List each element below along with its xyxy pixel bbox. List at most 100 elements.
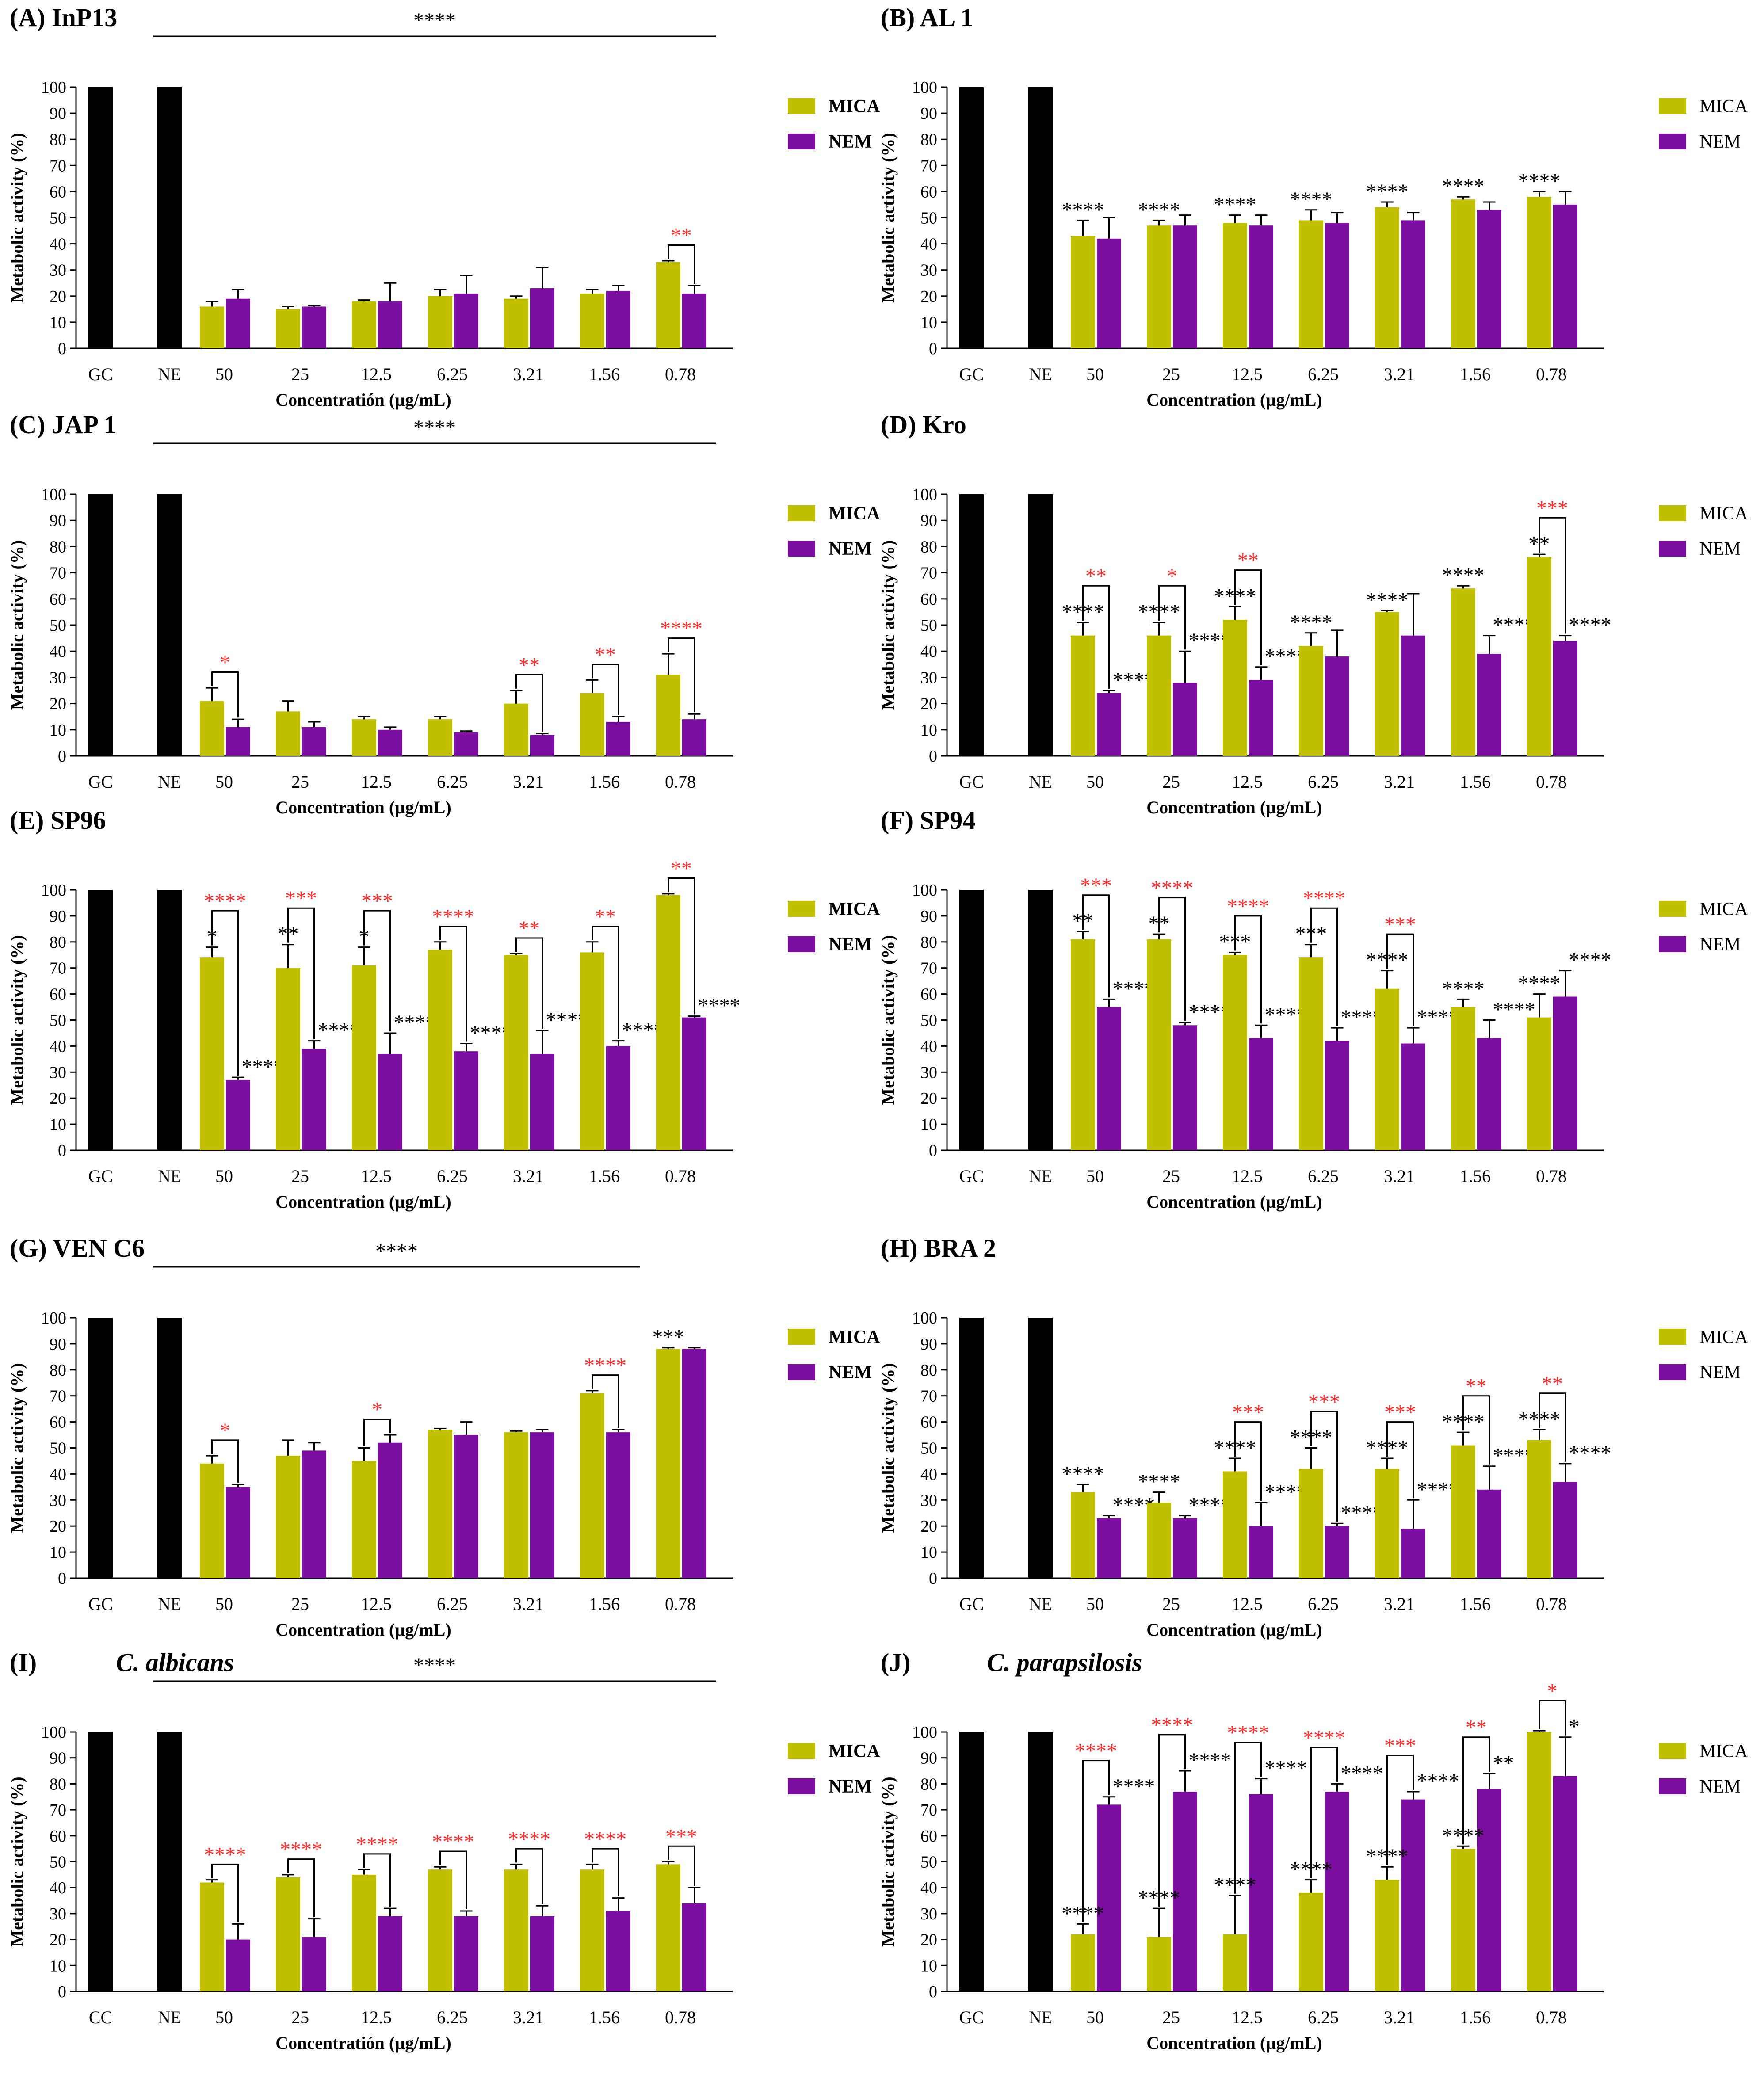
mica-bar bbox=[580, 693, 604, 756]
nem-bar bbox=[1553, 1776, 1577, 1991]
panel-title: (E) SP96 bbox=[10, 806, 106, 835]
pair-bracket bbox=[363, 1419, 391, 1446]
x-category-label: 50 bbox=[1086, 364, 1104, 384]
x-category-label: 25 bbox=[1162, 772, 1180, 792]
y-tick-label: 30 bbox=[920, 1905, 937, 1923]
control-bar bbox=[88, 494, 113, 756]
x-category-label: GC bbox=[88, 364, 113, 384]
pair-significance: **** bbox=[1303, 1726, 1345, 1750]
mica-bar bbox=[580, 1393, 604, 1578]
y-tick-label: 80 bbox=[920, 1361, 937, 1380]
pair-significance: *** bbox=[285, 887, 317, 910]
panel-title: (A) InP13 bbox=[10, 3, 117, 32]
mica-bar bbox=[1071, 1934, 1095, 1991]
mica-bar bbox=[1223, 1934, 1247, 1991]
mica-bar bbox=[1527, 197, 1551, 348]
x-category-label: NE bbox=[1029, 2007, 1052, 2027]
y-tick-label: 30 bbox=[50, 1063, 66, 1082]
x-category-label: 3.21 bbox=[513, 772, 544, 792]
nem-bar bbox=[454, 1916, 478, 1991]
x-category-label: 12.5 bbox=[361, 2007, 392, 2027]
y-tick-label: 90 bbox=[920, 511, 937, 530]
mica-bar bbox=[1451, 1007, 1475, 1150]
overall-significance: **** bbox=[413, 9, 456, 32]
legend-label-nem: NEM bbox=[829, 935, 872, 955]
x-category-label: NE bbox=[1029, 772, 1052, 792]
x-category-label: 12.5 bbox=[1232, 1594, 1263, 1614]
x-category-label: 50 bbox=[1086, 772, 1104, 792]
x-category-label: 25 bbox=[1162, 1166, 1180, 1186]
x-category-label: 3.21 bbox=[1384, 364, 1415, 384]
x-category-label: 1.56 bbox=[589, 2007, 620, 2027]
nem-significance: **** bbox=[1569, 949, 1611, 972]
y-tick-label: 70 bbox=[920, 1387, 937, 1406]
panel-d: (D) Kro Metabolic activity (%) 0 10 20 30 40 50… bbox=[878, 410, 1748, 817]
y-tick-label: 20 bbox=[920, 287, 937, 306]
pair-bracket bbox=[1082, 1760, 1110, 1922]
legend-label-nem: NEM bbox=[829, 539, 872, 559]
panel-i: (I) C. albicans Metabolic activity (%) 0 10 2… bbox=[7, 1648, 880, 2053]
nem-significance: * bbox=[1569, 1715, 1580, 1739]
pair-bracket bbox=[668, 877, 695, 1015]
pair-significance: *** bbox=[1536, 496, 1568, 520]
mica-bar bbox=[352, 719, 376, 756]
nem-bar bbox=[226, 298, 250, 348]
mica-significance: **** bbox=[1290, 611, 1333, 634]
pair-significance: **** bbox=[584, 1827, 626, 1851]
nem-significance: **** bbox=[1569, 614, 1611, 637]
y-tick-label: 60 bbox=[50, 1827, 66, 1846]
panel-title: (D) Kro bbox=[881, 410, 966, 439]
pair-bracket bbox=[1539, 517, 1566, 634]
y-tick-label: 90 bbox=[920, 907, 937, 926]
x-category-label: 1.56 bbox=[1460, 364, 1491, 384]
pair-significance: *** bbox=[1384, 913, 1416, 936]
pair-bracket bbox=[1234, 1741, 1262, 1894]
mica-significance: **** bbox=[1138, 198, 1180, 221]
pair-significance: *** bbox=[1384, 1734, 1416, 1758]
nem-bar bbox=[454, 293, 478, 348]
y-tick-label: 40 bbox=[50, 1037, 66, 1056]
y-axis-label: Metabolic activity (%) bbox=[7, 133, 27, 302]
y-tick-label: 80 bbox=[920, 538, 937, 556]
y-axis-label: Metabolic activity (%) bbox=[7, 1777, 27, 1946]
y-axis-label: Metabolic activity (%) bbox=[878, 935, 898, 1105]
nem-bar bbox=[682, 1903, 706, 1991]
x-axis-label: Concentration (µg/mL) bbox=[1146, 1192, 1322, 1212]
x-axis-label: Concentration (µg/mL) bbox=[1146, 390, 1322, 410]
legend-swatch-nem bbox=[788, 1778, 815, 1794]
mica-significance: **** bbox=[1442, 977, 1485, 1000]
mica-bar bbox=[276, 309, 300, 348]
y-tick-label: 70 bbox=[50, 1387, 66, 1406]
x-category-label: 0.78 bbox=[665, 2007, 696, 2027]
nem-bar bbox=[530, 735, 554, 756]
x-category-label: 6.25 bbox=[1308, 1594, 1339, 1614]
mica-bar bbox=[1147, 635, 1171, 756]
mica-bar bbox=[1451, 588, 1475, 756]
mica-bar bbox=[1071, 635, 1095, 756]
y-tick-label: 20 bbox=[50, 1517, 66, 1536]
nem-bar bbox=[1097, 693, 1121, 756]
x-category-label: 25 bbox=[291, 772, 309, 792]
x-category-label: NE bbox=[158, 1594, 181, 1614]
pair-bracket bbox=[1386, 933, 1414, 1026]
y-tick-label: 80 bbox=[920, 1775, 937, 1793]
y-axis-label: Metabolic activity (%) bbox=[878, 1777, 898, 1946]
mica-bar bbox=[1527, 557, 1551, 756]
y-tick-label: 50 bbox=[50, 1011, 66, 1030]
panel-title: (J) bbox=[881, 1648, 911, 1677]
legend-label-nem: NEM bbox=[1699, 935, 1741, 955]
y-tick-label: 50 bbox=[920, 1853, 937, 1872]
nem-bar bbox=[1249, 225, 1273, 348]
x-axis-label: Concentratión (µg/mL) bbox=[275, 390, 451, 410]
x-category-label: 3.21 bbox=[1384, 2007, 1415, 2027]
mica-bar bbox=[656, 675, 680, 756]
control-bar bbox=[157, 494, 182, 756]
panel-a: (A) InP13 Metabolic activity (%) 0 10 20 30 40… bbox=[7, 3, 880, 410]
y-tick-label: 90 bbox=[920, 1749, 937, 1768]
legend-swatch-mica bbox=[788, 505, 815, 521]
legend-swatch-mica bbox=[1659, 505, 1686, 521]
x-category-label: 50 bbox=[1086, 1594, 1104, 1614]
panel-title: (F) SP94 bbox=[881, 806, 975, 835]
pair-significance: **** bbox=[356, 1833, 398, 1856]
x-category-label: 12.5 bbox=[361, 772, 392, 792]
